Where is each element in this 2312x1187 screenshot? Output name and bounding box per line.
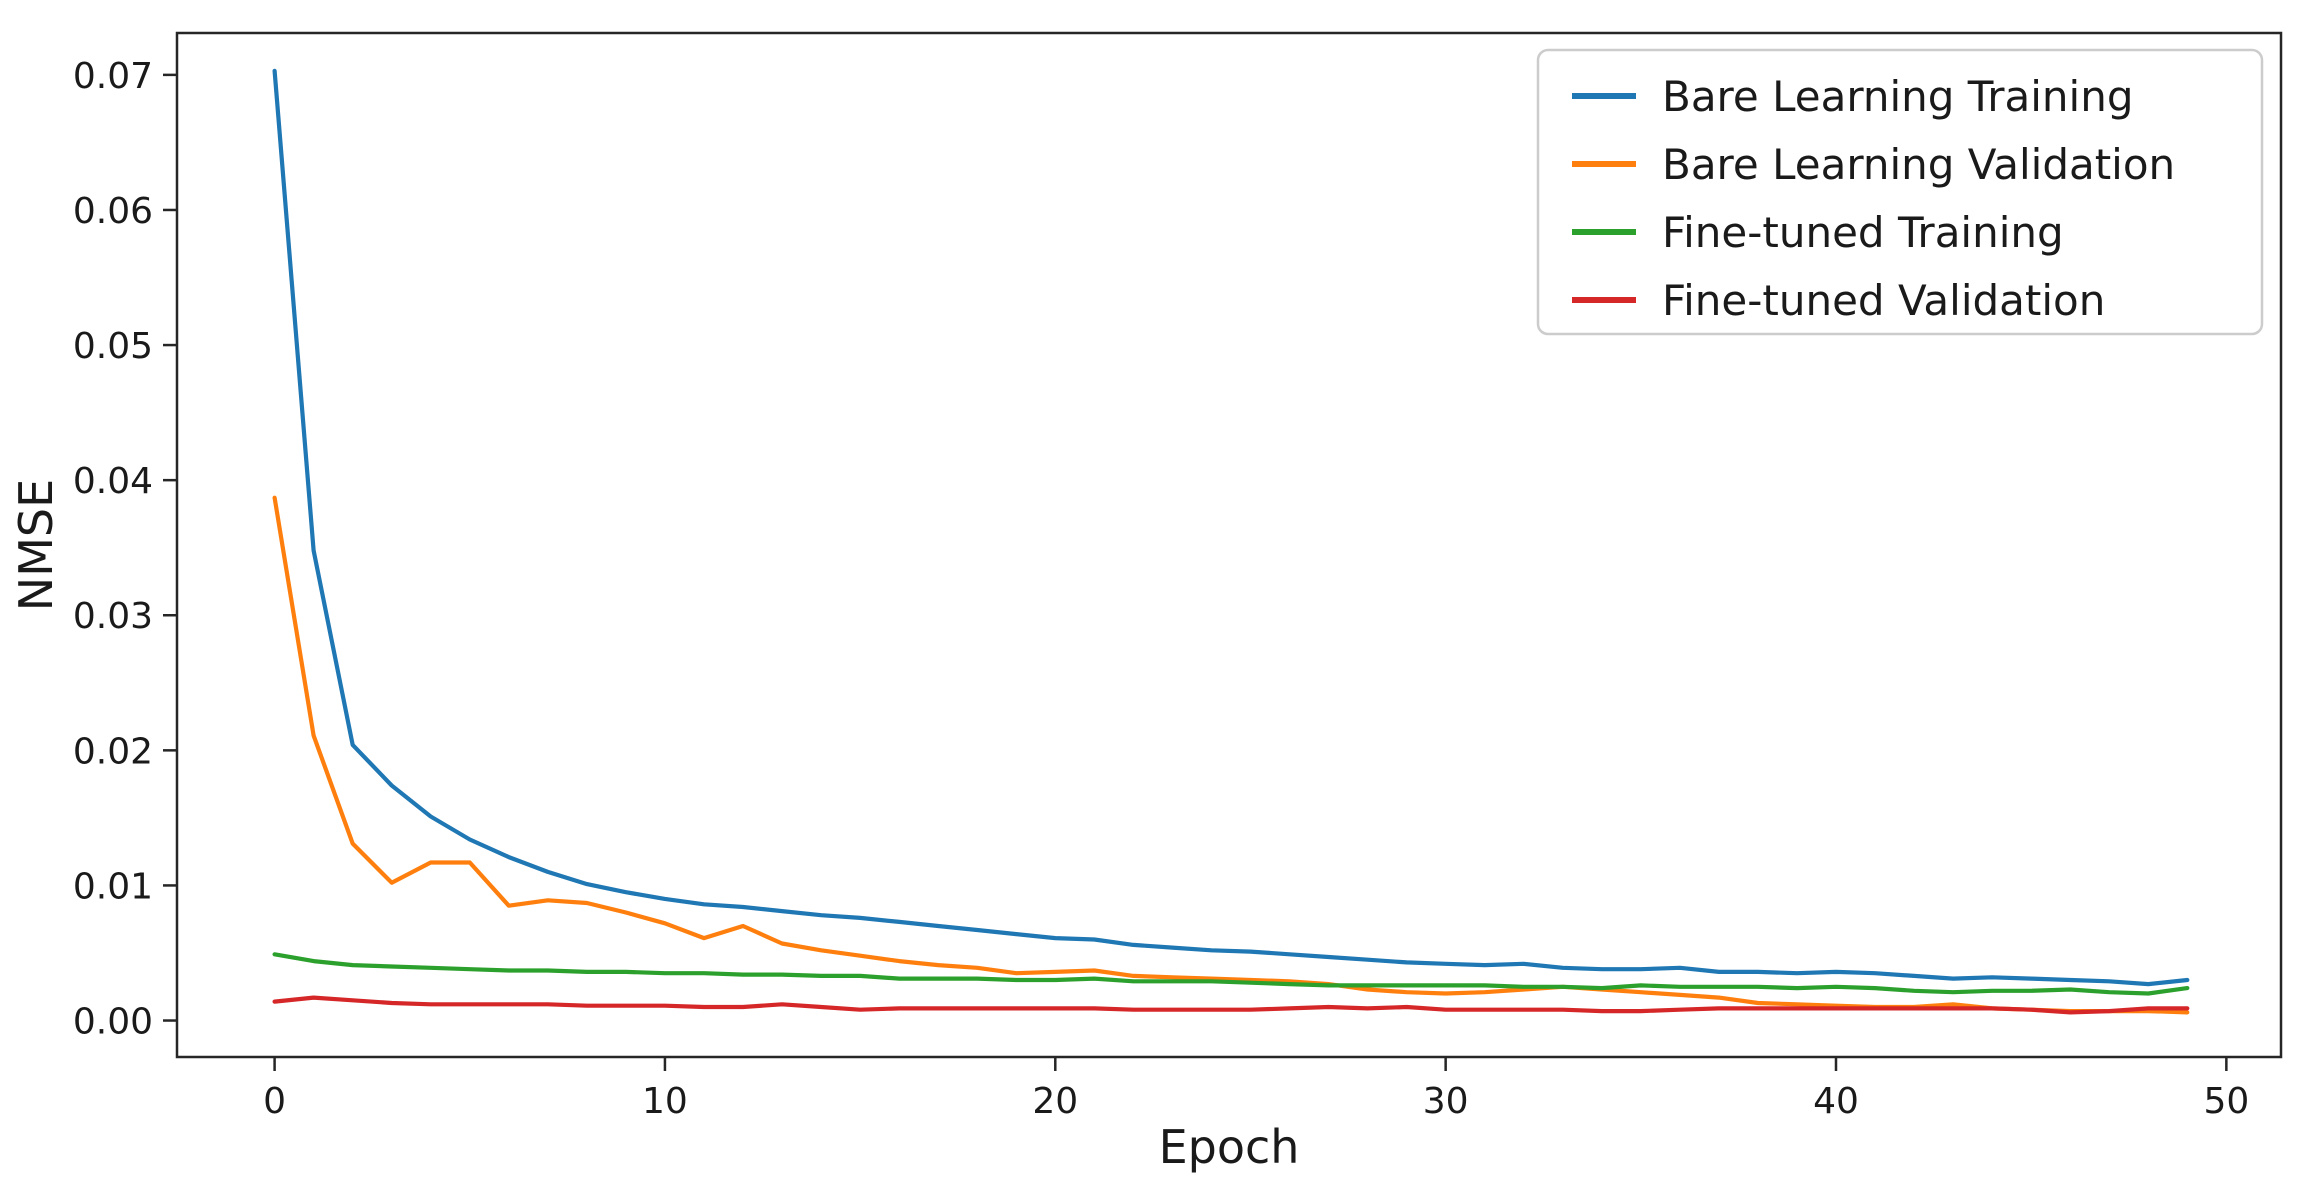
series-line-fine-tuned-training bbox=[272, 952, 2190, 996]
legend-item: Bare Learning Validation bbox=[1572, 140, 2175, 189]
x-axis-ticks: 0 10 20 30 40 50 bbox=[263, 1057, 2249, 1122]
y-tick-label: 0.01 bbox=[73, 866, 153, 907]
x-axis-label: Epoch bbox=[1159, 1120, 1300, 1174]
y-tick-label: 0.07 bbox=[73, 56, 153, 97]
x-tick-label: 0 bbox=[263, 1081, 286, 1122]
series-line-fine-tuned-validation bbox=[272, 995, 2190, 1015]
legend-item: Fine-tuned Training bbox=[1572, 208, 2064, 257]
x-tick-label: 50 bbox=[2203, 1081, 2249, 1122]
x-tick-label: 10 bbox=[642, 1081, 688, 1122]
x-tick-label: 20 bbox=[1032, 1081, 1078, 1122]
y-axis-ticks: 0.00 0.01 0.02 0.03 0.04 0.05 0.06 0.07 bbox=[73, 56, 177, 1043]
legend-label: Bare Learning Validation bbox=[1662, 140, 2175, 189]
series-line-bare-learning-training bbox=[272, 68, 2190, 987]
series-line-bare-learning-validation bbox=[272, 495, 2190, 1015]
legend-label: Fine-tuned Validation bbox=[1662, 276, 2105, 325]
legend-box bbox=[1536, 48, 2264, 336]
legend-label: Fine-tuned Training bbox=[1662, 208, 2064, 257]
x-tick-label: 30 bbox=[1423, 1081, 1469, 1122]
y-tick-label: 0.05 bbox=[73, 326, 153, 367]
y-tick-label: 0.02 bbox=[73, 731, 153, 772]
legend-item: Bare Learning Training bbox=[1572, 72, 2134, 121]
y-tick-label: 0.06 bbox=[73, 191, 153, 232]
data-series bbox=[272, 68, 2190, 1015]
x-tick-label: 40 bbox=[1813, 1081, 1859, 1122]
y-axis-label: NMSE bbox=[9, 479, 63, 611]
y-tick-label: 0.04 bbox=[73, 461, 153, 502]
legend-item: Fine-tuned Validation bbox=[1572, 276, 2105, 325]
legend: Bare Learning Training Bare Learning Val… bbox=[1536, 48, 2264, 336]
plot-area bbox=[175, 31, 2283, 1059]
legend-label: Bare Learning Training bbox=[1662, 72, 2134, 121]
y-tick-label: 0.00 bbox=[73, 1002, 153, 1043]
y-tick-label: 0.03 bbox=[73, 596, 153, 637]
